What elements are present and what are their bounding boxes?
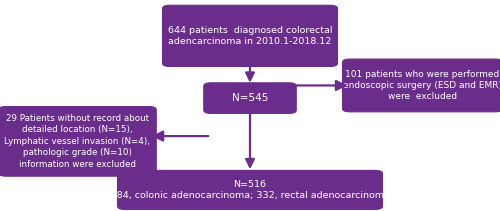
FancyBboxPatch shape bbox=[342, 59, 500, 112]
FancyBboxPatch shape bbox=[162, 5, 338, 66]
FancyBboxPatch shape bbox=[118, 170, 382, 209]
Text: 101 patients who were performed
endoscopic surgery (ESD and EMR)
were  excluded: 101 patients who were performed endoscop… bbox=[343, 69, 500, 101]
Text: N=545: N=545 bbox=[232, 93, 268, 103]
FancyBboxPatch shape bbox=[204, 83, 296, 113]
FancyBboxPatch shape bbox=[0, 107, 156, 176]
Text: 644 patients  diagnosed colorectal
adencarcinoma in 2010.1-2018.12: 644 patients diagnosed colorectal adenca… bbox=[168, 26, 332, 46]
Text: 29 Patients without record about
detailed location (N=15),
Lymphatic vessel inva: 29 Patients without record about detaile… bbox=[4, 114, 150, 169]
Text: N=516
(184, colonic adenocarcinoma; 332, rectal adenocarcinoma): N=516 (184, colonic adenocarcinoma; 332,… bbox=[106, 180, 394, 200]
